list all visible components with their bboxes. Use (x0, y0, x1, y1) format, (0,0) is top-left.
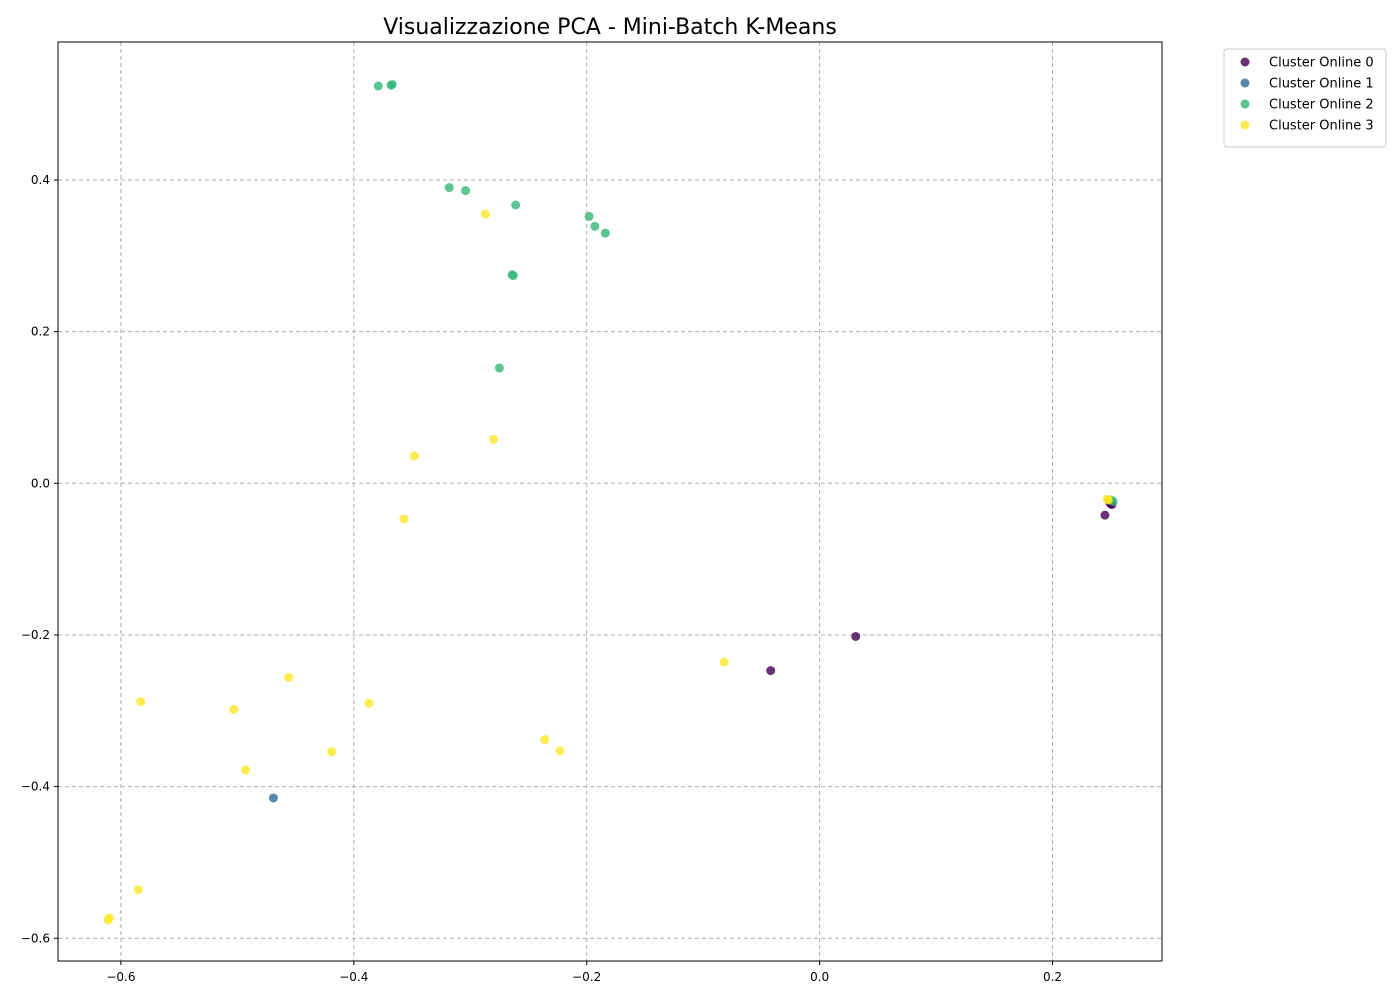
x-tick-label: −0.6 (106, 970, 135, 984)
data-points (103, 79, 1118, 925)
legend-marker-cluster-3 (1240, 120, 1250, 130)
cluster-3-point (555, 746, 565, 756)
legend-box (1223, 48, 1387, 148)
cluster-2-point (444, 183, 454, 193)
cluster-2-point (511, 200, 521, 210)
cluster-3-point (103, 915, 113, 925)
cluster-3-point (1103, 495, 1113, 505)
legend-label-cluster-2: Cluster Online 2 (1269, 98, 1374, 113)
legend-marker-cluster-2 (1240, 99, 1250, 109)
x-tick-label: 0.0 (810, 970, 829, 984)
x-tick-label: 0.2 (1043, 970, 1062, 984)
cluster-3-point (284, 672, 294, 682)
cluster-2-point (373, 81, 383, 91)
cluster-3-point (327, 747, 337, 757)
x-tick-label: −0.4 (339, 970, 368, 984)
x-tick-label: −0.2 (572, 970, 601, 984)
cluster-3-point (136, 697, 146, 707)
y-tick-label: 0.4 (31, 173, 50, 187)
legend-label-cluster-1: Cluster Online 1 (1269, 77, 1374, 92)
cluster-3-point (240, 765, 250, 775)
cluster-3-point (229, 704, 239, 714)
y-tick-label: −0.6 (21, 931, 50, 945)
cluster-3-point (364, 698, 374, 708)
y-tick-label: −0.2 (21, 628, 50, 642)
cluster-3-point (399, 514, 409, 524)
cluster-2-point (584, 211, 594, 221)
legend-marker-cluster-1 (1240, 78, 1250, 88)
grid-lines (58, 42, 1162, 961)
y-tick-label: 0.2 (31, 325, 50, 339)
cluster-1-point (268, 793, 278, 803)
legend-label-cluster-3: Cluster Online 3 (1269, 119, 1374, 134)
cluster-3-point (489, 434, 499, 444)
legend: Cluster Online 0 Cluster Online 1 Cluster … (1223, 48, 1387, 148)
cluster-3-point (409, 451, 419, 461)
cluster-3-point (719, 657, 729, 667)
cluster-0-point (851, 631, 861, 641)
cluster-2-point (590, 221, 600, 231)
cluster-0-point (1100, 510, 1110, 520)
cluster-0-point (766, 666, 776, 676)
y-tick-label: 0.0 (31, 476, 50, 490)
plot-area-frame (57, 41, 1163, 962)
legend-label-cluster-0: Cluster Online 0 (1269, 56, 1374, 71)
chart-title: Visualizzazione PCA - Mini-Batch K-Means (383, 15, 837, 40)
axis-ticks: −0.6 −0.4 −0.2 0.0 0.2 0.4 0.2 0.0 −0.2 −0.4 −0.6 (21, 173, 1062, 984)
cluster-2-point (461, 186, 471, 196)
cluster-2-point (387, 79, 397, 89)
y-tick-label: −0.4 (21, 780, 50, 794)
cluster-3-point (133, 885, 143, 895)
cluster-2-point (494, 363, 504, 373)
cluster-3-point (540, 735, 550, 745)
cluster-3-point (480, 209, 490, 219)
cluster-2-point (508, 271, 518, 281)
legend-marker-cluster-0 (1240, 57, 1250, 67)
cluster-2-point (600, 228, 610, 238)
